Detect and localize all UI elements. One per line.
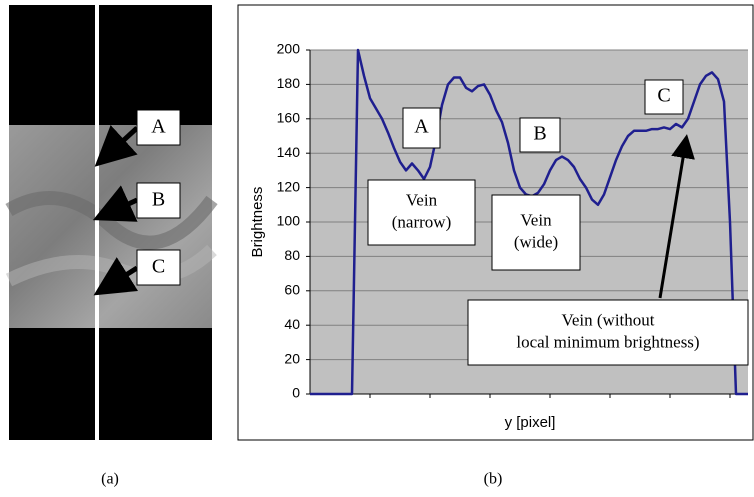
annotation: C [657,85,670,107]
label: C [152,256,165,278]
label-box [136,249,181,286]
caption: (b) [484,471,503,488]
y-tick-label: 120 [277,178,301,194]
annotation: A [414,116,429,138]
y-tick-label: 60 [284,282,300,298]
annotation-box [644,79,684,115]
label-box [136,109,181,146]
annotation: B [533,123,546,145]
annotation-box [519,117,561,153]
annotation-box [467,299,749,366]
y-tick-label: 100 [277,213,301,229]
y-tick-label: 0 [292,385,300,401]
y-tick-label: 20 [284,350,300,366]
y-tick-label: 80 [284,247,300,263]
y-tick-label: 40 [284,316,300,332]
x-axis-label: y [pixel] [505,414,556,431]
y-axis-label: Brightness [249,187,266,258]
annotation-box [491,194,581,271]
label: B [152,189,165,211]
y-tick-label: 160 [277,110,301,126]
caption: (a) [101,471,119,488]
panel-a-image [5,5,218,440]
y-tick-label: 180 [277,75,301,91]
annotation: Vein [520,210,552,229]
annotation: (wide) [514,232,558,251]
annotation: (narrow) [392,212,451,231]
y-tick-label: 140 [277,144,301,160]
annotation: Vein [406,190,438,209]
label: A [151,116,166,138]
annotation: local minimum brightness) [516,332,699,351]
annotation-box [367,179,476,246]
annotation: Vein (without [561,310,654,329]
label-box [136,182,181,219]
y-tick-label: 200 [277,41,301,57]
annotation-box [402,107,441,149]
annotation-arrow [658,134,695,299]
